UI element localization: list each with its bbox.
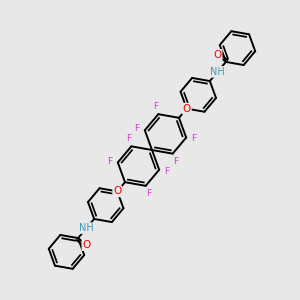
- Text: O: O: [183, 103, 191, 114]
- Text: F: F: [191, 134, 196, 143]
- Text: F: F: [126, 134, 131, 143]
- Text: F: F: [173, 157, 178, 166]
- Text: F: F: [146, 189, 151, 198]
- Text: F: F: [134, 124, 140, 134]
- Text: O: O: [82, 240, 91, 250]
- Text: F: F: [164, 167, 169, 176]
- Text: F: F: [153, 102, 158, 111]
- Text: O: O: [113, 186, 122, 197]
- Text: O: O: [213, 50, 222, 60]
- Text: NH: NH: [79, 223, 94, 233]
- Text: F: F: [107, 157, 112, 166]
- Text: NH: NH: [210, 67, 225, 77]
